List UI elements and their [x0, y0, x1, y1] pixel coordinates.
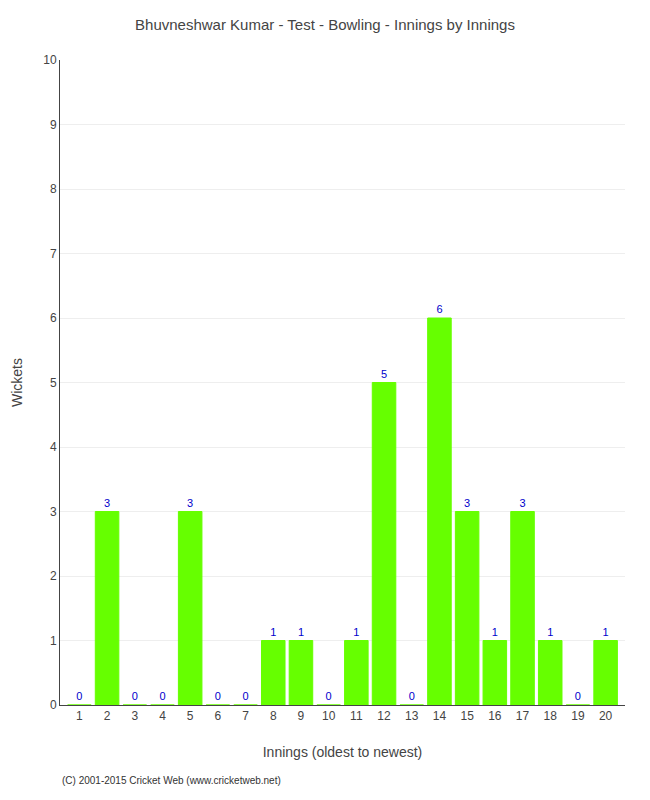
svg-text:0: 0	[132, 690, 138, 702]
svg-text:1: 1	[76, 709, 83, 723]
svg-text:Wickets: Wickets	[9, 358, 25, 407]
svg-text:12: 12	[377, 709, 391, 723]
svg-text:1: 1	[603, 626, 609, 638]
svg-text:0: 0	[76, 690, 82, 702]
svg-text:Bhuvneshwar Kumar - Test - Bow: Bhuvneshwar Kumar - Test - Bowling - Inn…	[135, 16, 515, 33]
svg-text:0: 0	[409, 690, 415, 702]
svg-text:14: 14	[433, 709, 447, 723]
svg-text:7: 7	[242, 709, 249, 723]
svg-text:3: 3	[187, 497, 193, 509]
svg-text:6: 6	[215, 709, 222, 723]
svg-text:5: 5	[187, 709, 194, 723]
svg-text:3: 3	[464, 497, 470, 509]
svg-text:9: 9	[50, 118, 57, 132]
svg-text:3: 3	[519, 497, 525, 509]
svg-text:10: 10	[322, 709, 336, 723]
svg-text:10: 10	[43, 53, 57, 67]
svg-text:1: 1	[353, 626, 359, 638]
svg-text:(C) 2001-2015 Cricket Web (www: (C) 2001-2015 Cricket Web (www.cricketwe…	[62, 775, 281, 786]
svg-text:9: 9	[298, 709, 305, 723]
svg-text:4: 4	[159, 709, 166, 723]
svg-text:3: 3	[131, 709, 138, 723]
svg-text:1: 1	[298, 626, 304, 638]
svg-text:1: 1	[547, 626, 553, 638]
svg-text:0: 0	[215, 690, 221, 702]
svg-text:2: 2	[104, 709, 111, 723]
svg-text:1: 1	[492, 626, 498, 638]
svg-text:3: 3	[104, 497, 110, 509]
svg-text:6: 6	[436, 303, 442, 315]
svg-text:8: 8	[50, 182, 57, 196]
svg-text:20: 20	[599, 709, 613, 723]
svg-text:8: 8	[270, 709, 277, 723]
svg-text:0: 0	[50, 698, 57, 712]
svg-text:2: 2	[50, 569, 57, 583]
svg-text:1: 1	[270, 626, 276, 638]
svg-text:0: 0	[242, 690, 248, 702]
svg-text:7: 7	[50, 247, 57, 261]
svg-text:0: 0	[326, 690, 332, 702]
svg-text:4: 4	[50, 440, 57, 454]
svg-text:6: 6	[50, 311, 57, 325]
svg-text:5: 5	[50, 376, 57, 390]
svg-text:5: 5	[381, 368, 387, 380]
svg-text:13: 13	[405, 709, 419, 723]
svg-text:15: 15	[460, 709, 474, 723]
svg-text:18: 18	[544, 709, 558, 723]
svg-text:1: 1	[50, 634, 57, 648]
svg-text:3: 3	[50, 505, 57, 519]
svg-text:16: 16	[488, 709, 502, 723]
svg-text:0: 0	[159, 690, 165, 702]
svg-text:Innings (oldest to newest): Innings (oldest to newest)	[263, 744, 423, 760]
svg-text:19: 19	[571, 709, 585, 723]
svg-text:11: 11	[350, 709, 363, 723]
svg-text:17: 17	[516, 709, 530, 723]
svg-text:0: 0	[575, 690, 581, 702]
